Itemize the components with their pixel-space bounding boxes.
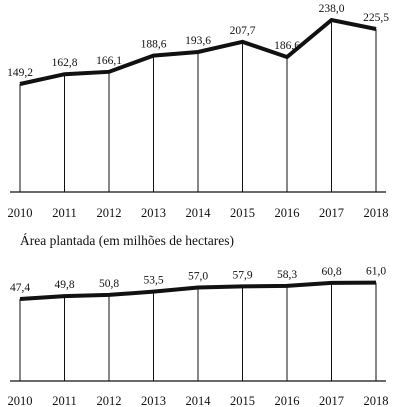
chart2-data-label-2014: 57,0 bbox=[188, 270, 208, 282]
chart1-data-label-2011: 162,8 bbox=[52, 57, 78, 69]
chart1-tick-label-2013: 2013 bbox=[141, 206, 166, 220]
chart2-data-label-2010: 47,4 bbox=[10, 282, 30, 294]
chart1-data-label-2012: 166,1 bbox=[96, 55, 122, 67]
chart1-tick-label-2018: 2018 bbox=[364, 206, 389, 220]
chart2-data-label-2018: 61,0 bbox=[366, 266, 386, 278]
chart2-tick-label-2014: 2014 bbox=[186, 394, 212, 407]
chart1-tick-label-2012: 2012 bbox=[97, 206, 122, 220]
chart2-data-label-2015: 57,9 bbox=[232, 269, 252, 281]
chart2-tick-label-2018: 2018 bbox=[364, 394, 389, 407]
chart1-data-label-2014: 193,6 bbox=[185, 35, 211, 47]
chart1-data-label-2013: 188,6 bbox=[141, 39, 167, 51]
chart2-tick-label-2016: 2016 bbox=[275, 394, 300, 407]
chart1-tick-label-2014: 2014 bbox=[186, 206, 212, 220]
chart2-title: Área plantada (em milhões de hectares) bbox=[20, 233, 234, 248]
chart2-data-label-2017: 60,8 bbox=[321, 266, 341, 278]
chart2-tick-label-2012: 2012 bbox=[97, 394, 122, 407]
chart2-tick-label-2017: 2017 bbox=[319, 394, 344, 407]
chart2-data-label-2013: 53,5 bbox=[143, 275, 163, 287]
chart1-data-label-2016: 186,6 bbox=[274, 40, 300, 52]
chart2-tick-label-2011: 2011 bbox=[52, 394, 77, 407]
chart2-data-label-2011: 49,8 bbox=[54, 279, 74, 291]
chart-production: 149,2 162,8 166,1 188,6 193,6 207,7 186,6 238,0… bbox=[7, 3, 389, 220]
chart2-tick-label-2010: 2010 bbox=[8, 394, 33, 407]
chart1-tick-label-2010: 2010 bbox=[8, 206, 33, 220]
chart1-tick-label-2015: 2015 bbox=[230, 206, 255, 220]
chart-planted-area: 47,4 49,8 50,8 53,5 57,0 57,9 58,3 60,8 61,0 2010… bbox=[8, 266, 389, 407]
chart1-tick-label-2011: 2011 bbox=[52, 206, 77, 220]
chart2-series-line bbox=[19, 280, 377, 301]
chart2-tick-label-2015: 2015 bbox=[230, 394, 255, 407]
chart1-series-line bbox=[19, 17, 377, 86]
chart1-data-label-2010: 149,2 bbox=[7, 67, 33, 79]
chart2-data-label-2016: 58,3 bbox=[277, 269, 297, 281]
chart1-data-label-2015: 207,7 bbox=[230, 25, 256, 37]
chart1-data-label-2017: 238,0 bbox=[319, 3, 345, 15]
chart1-data-label-2018: 225,5 bbox=[363, 12, 389, 24]
chart1-tick-label-2017: 2017 bbox=[319, 206, 344, 220]
chart2-data-label-2012: 50,8 bbox=[99, 278, 119, 290]
chart1-tick-label-2016: 2016 bbox=[275, 206, 300, 220]
chart2-tick-label-2013: 2013 bbox=[141, 394, 166, 407]
